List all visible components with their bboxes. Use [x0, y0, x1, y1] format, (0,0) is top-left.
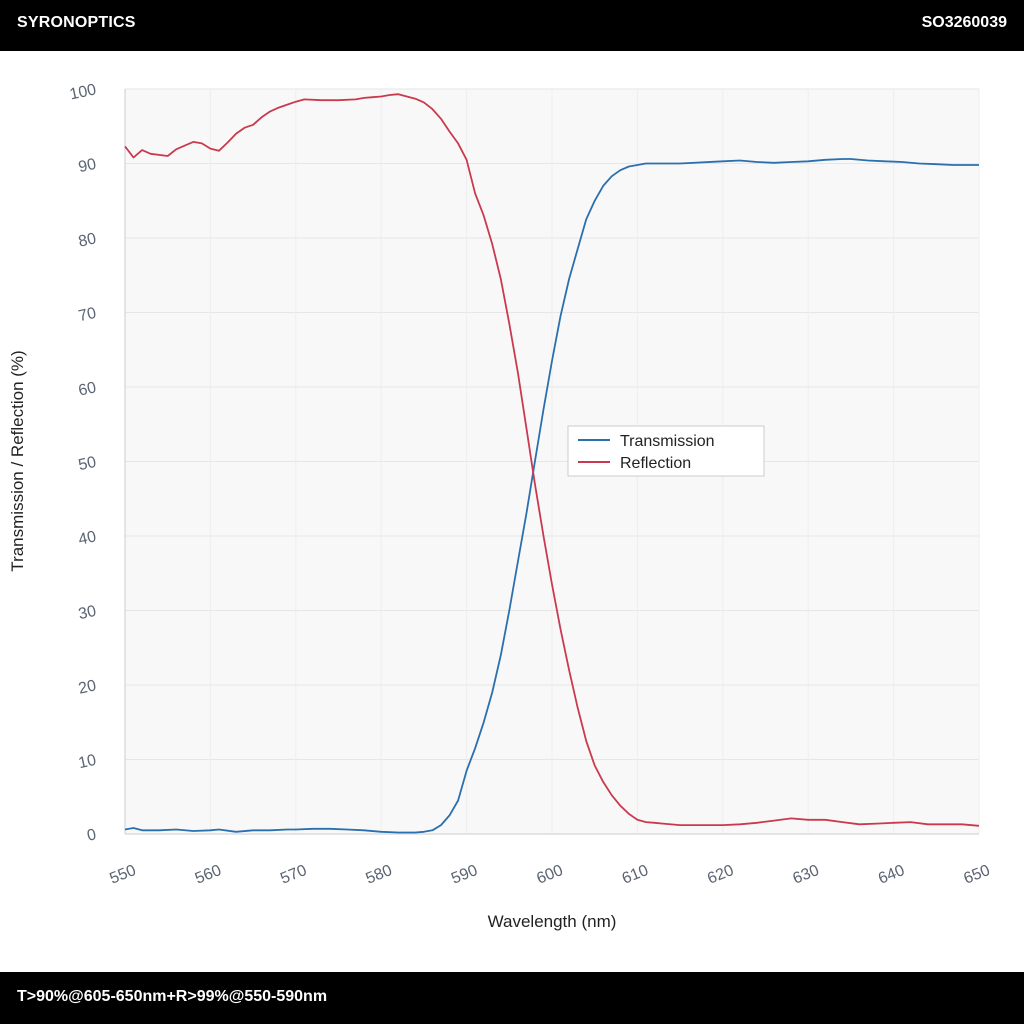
y-tick-label: 50: [77, 454, 98, 474]
header-bar: SYRONOPTICS SO3260039: [0, 0, 1024, 51]
y-tick-label: 80: [77, 230, 98, 250]
spec-text: T>90%@605-650nm+R>99%@550-590nm: [17, 988, 328, 1005]
x-tick-label: 650: [961, 862, 992, 888]
x-tick-label: 580: [364, 862, 395, 888]
x-tick-label: 610: [620, 862, 651, 888]
x-tick-label: 590: [449, 862, 480, 888]
y-tick-label: 90: [77, 156, 98, 176]
series-line-reflection: [124, 93, 980, 827]
x-tick-label: 550: [107, 862, 138, 888]
series-lines: [124, 93, 980, 834]
x-tick-label: 600: [534, 862, 565, 888]
footer-bar: T>90%@605-650nm+R>99%@550-590nm: [0, 972, 1024, 1024]
brand-name: SYRONOPTICS: [17, 14, 136, 31]
legend-label-reflection: Reflection: [620, 455, 691, 472]
x-tick-label: 630: [791, 862, 822, 888]
y-tick-label: 40: [77, 528, 98, 548]
x-tick-label: 620: [705, 862, 736, 888]
y-tick-label: 30: [77, 603, 98, 623]
series-line-transmission: [124, 158, 979, 834]
y-tick-label: 100: [68, 81, 98, 103]
x-tick-label: 640: [876, 862, 907, 888]
product-code: SO3260039: [921, 14, 1007, 31]
x-tick-label: 560: [193, 862, 224, 888]
y-tick-label: 20: [77, 677, 98, 697]
y-tick-label: 10: [77, 752, 98, 772]
spectral-chart: 0 10 20 30 40 50 60 70 80 90 100 550 560 570 580 590 600…: [8, 81, 993, 931]
y-tick-label: 0: [86, 826, 98, 844]
y-axis-title: Transmission / Reflection (%): [8, 350, 27, 571]
grid-lines: [124, 88, 980, 835]
legend-label-transmission: Transmission: [620, 433, 715, 450]
legend-box: [567, 425, 765, 477]
legend: Transmission Reflection: [567, 425, 765, 477]
axes: [124, 89, 979, 835]
y-tick-label: 70: [77, 305, 98, 325]
x-tick-label: 570: [278, 862, 309, 888]
x-axis-title: Wavelength (nm): [488, 912, 617, 931]
y-tick-label: 60: [77, 379, 98, 399]
